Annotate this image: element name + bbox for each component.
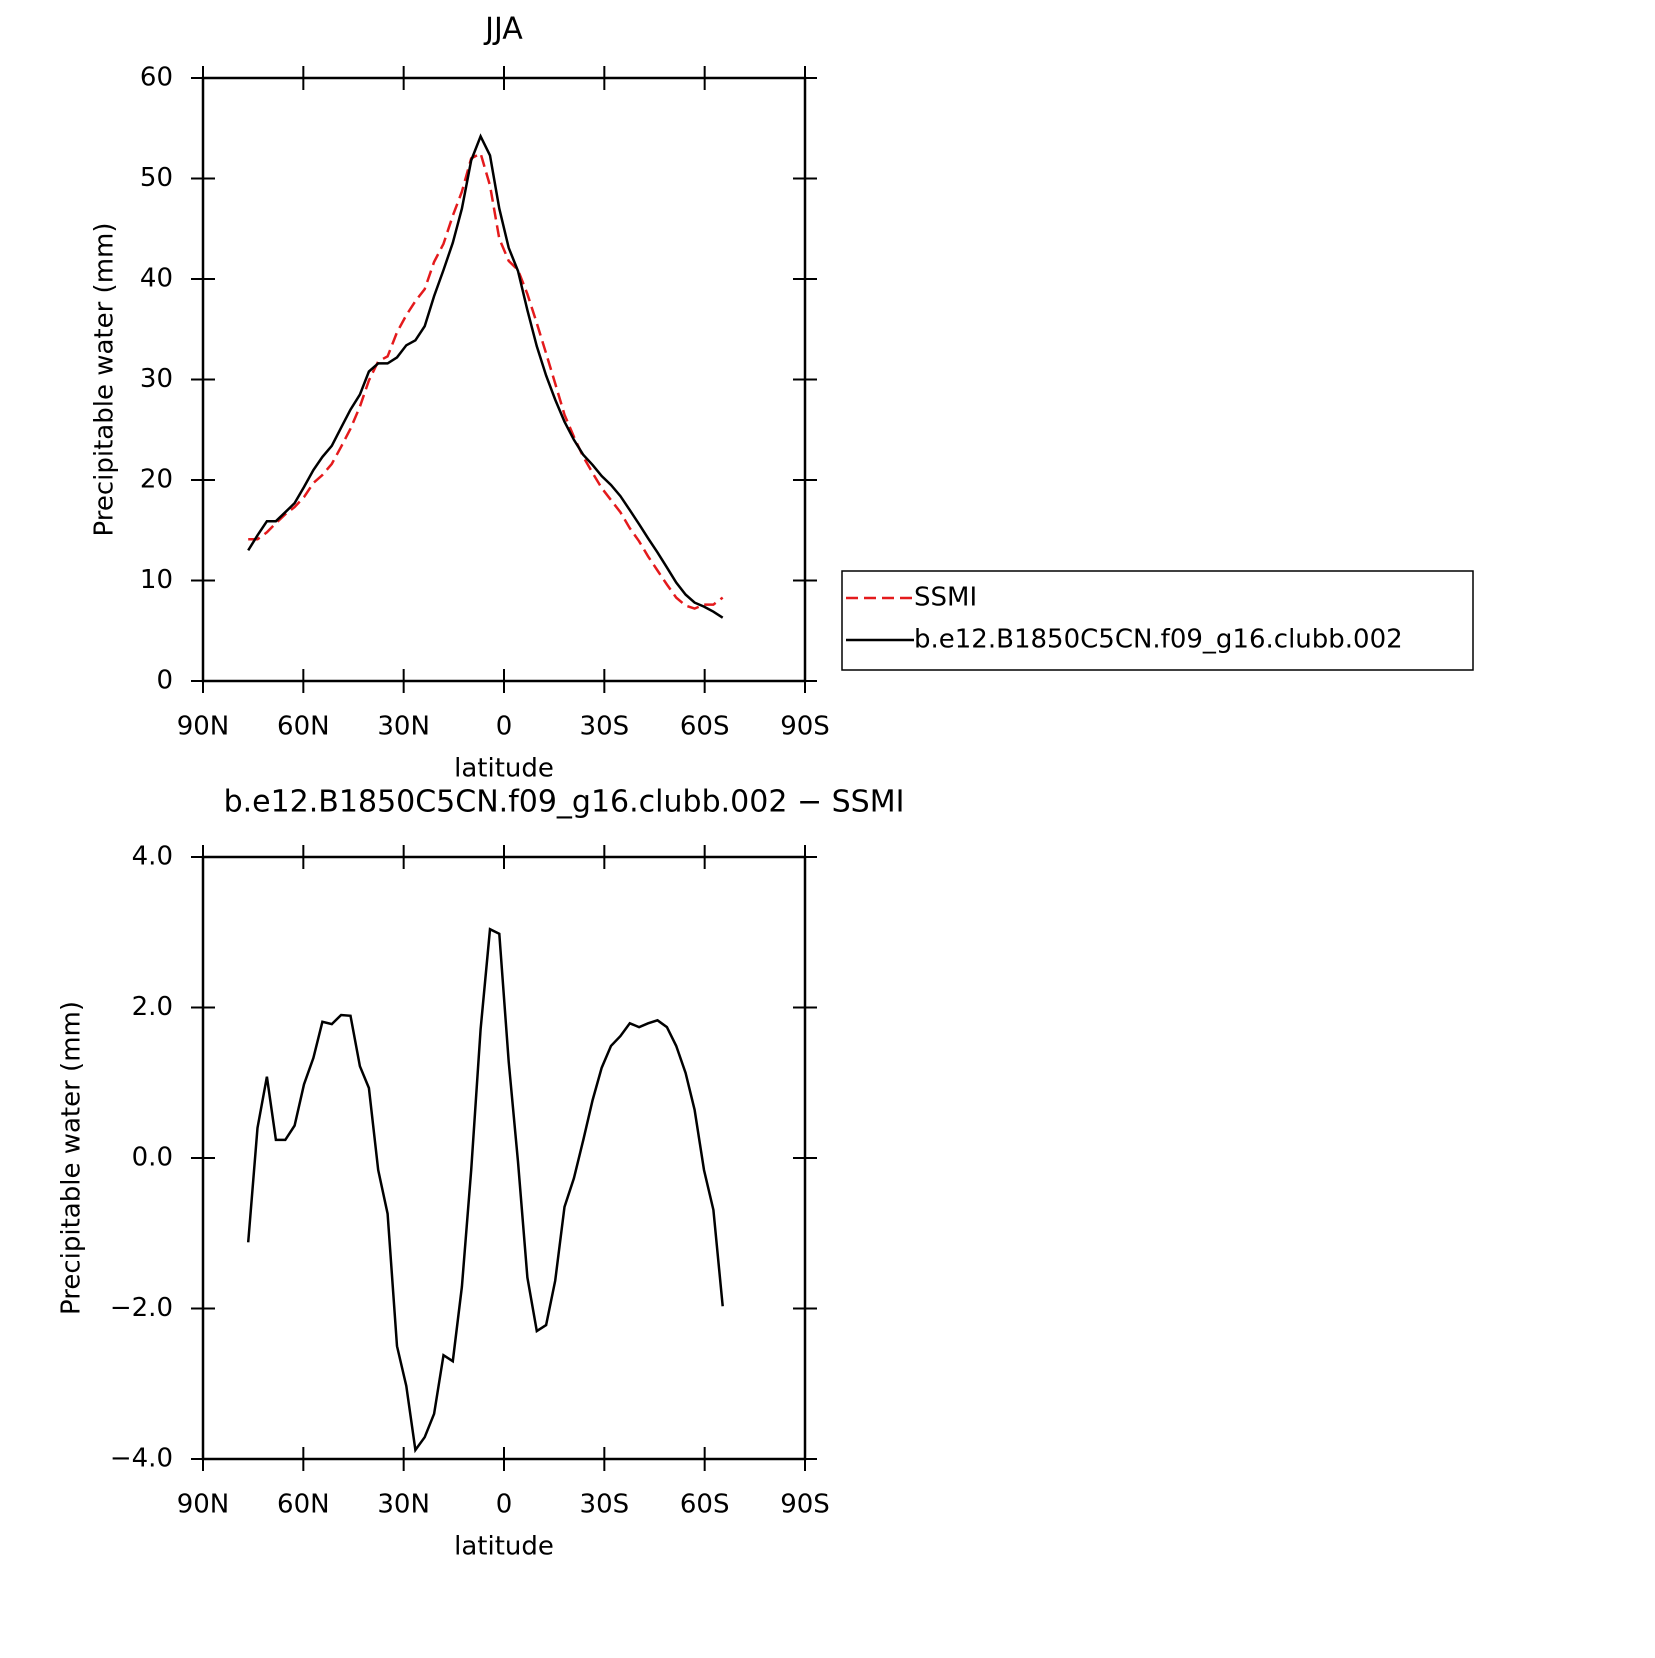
x-tick-label: 0 [496, 1490, 513, 1520]
y-tick-label: 50 [140, 163, 173, 193]
y-tick-label: 20 [140, 465, 173, 495]
y-tick-label: 30 [140, 364, 173, 394]
x-tick-label: 90N [177, 712, 230, 742]
y-tick-label: 60 [140, 63, 173, 93]
x-tick-label: 90S [780, 1490, 830, 1520]
x-tick-label: 30N [377, 712, 430, 742]
x-tick-label: 90N [177, 1490, 230, 1520]
y-tick-label: 4.0 [132, 842, 173, 872]
x-tick-label: 60N [277, 712, 330, 742]
x-axis-label: latitude [454, 754, 554, 784]
x-tick-label: 60S [680, 712, 730, 742]
x-tick-label: 60N [277, 1490, 330, 1520]
y-axis-label: Precipitable water (mm) [57, 1001, 87, 1315]
legend-label: b.e12.B1850C5CN.f09_g16.clubb.002 [914, 625, 1403, 655]
x-tick-label: 60S [680, 1490, 730, 1520]
y-tick-label: −4.0 [110, 1444, 173, 1474]
legend-box [841, 570, 1474, 671]
x-axis-label: latitude [454, 1532, 554, 1562]
data-line [247, 133, 724, 619]
chart-title: JJA [483, 12, 523, 47]
y-tick-label: 10 [140, 565, 173, 595]
data-line [246, 927, 724, 1454]
x-tick-label: 90S [780, 712, 830, 742]
x-tick-label: 30S [580, 712, 630, 742]
y-axis-label: Precipitable water (mm) [90, 223, 120, 537]
y-tick-label: −2.0 [110, 1293, 173, 1323]
data-line [248, 151, 724, 610]
x-tick-label: 30S [580, 1490, 630, 1520]
y-tick-label: 0 [156, 666, 173, 696]
y-tick-label: 0.0 [132, 1143, 173, 1173]
x-tick-label: 0 [496, 712, 513, 742]
y-tick-label: 40 [140, 264, 173, 294]
chart-title: b.e12.B1850C5CN.f09_g16.clubb.002 − SSMI [224, 785, 905, 820]
y-tick-label: 2.0 [132, 992, 173, 1022]
plot-frame [201, 76, 807, 683]
plot-frame [201, 855, 807, 1461]
legend-label: SSMI [914, 583, 977, 613]
x-tick-label: 30N [377, 1490, 430, 1520]
